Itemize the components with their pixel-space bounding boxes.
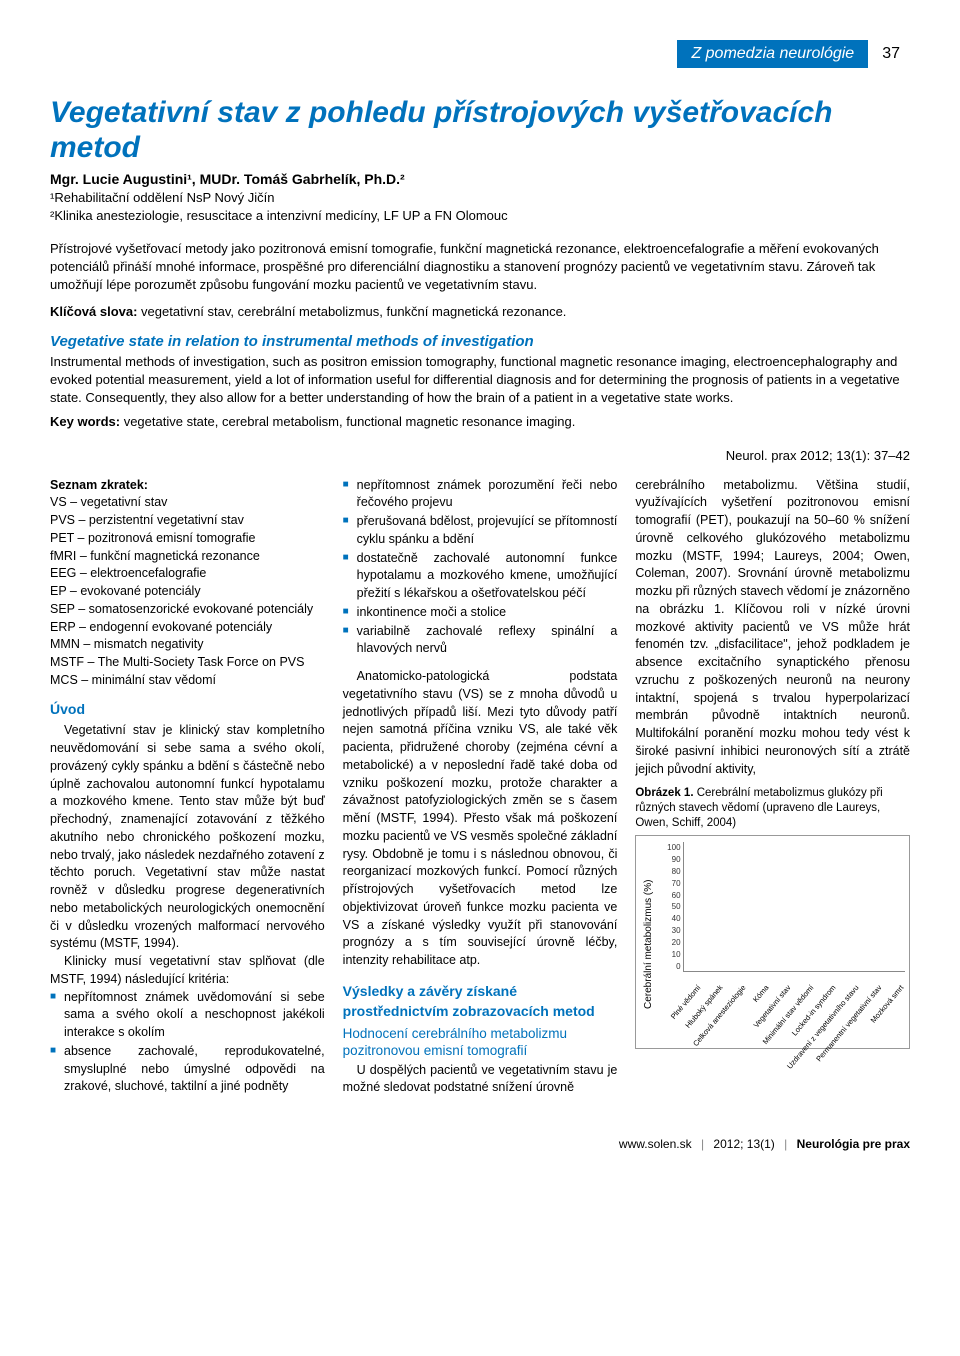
abbrev-line: ERP – endogenní evokované potenciály — [50, 619, 325, 637]
section-label: Z pomedzia neurológie — [677, 40, 868, 68]
ytick: 100 — [659, 842, 681, 853]
ytick: 70 — [659, 878, 681, 889]
footer-journal: Neurológia pre prax — [797, 1137, 910, 1151]
ytick: 50 — [659, 901, 681, 912]
header-band: Z pomedzia neurológie 37 — [50, 40, 910, 68]
abbrev-line: MCS – minimální stav vědomí — [50, 672, 325, 690]
list-item: nepřítomnost známek porozumění řeči nebo… — [343, 477, 618, 513]
abbrev-title: Seznam zkratek: — [50, 478, 148, 492]
chart-xaxis: Plné vědomíHluboký spánekCelková anestez… — [659, 976, 905, 1046]
separator-icon: | — [701, 1137, 704, 1151]
article-title-en: Vegetative state in relation to instrume… — [50, 333, 910, 350]
chart-yaxis: 1009080706050403020100 — [659, 842, 681, 972]
body-columns: Seznam zkratek: VS – vegetativní stavPVS… — [50, 477, 910, 1098]
footer-issue: 2012; 13(1) — [713, 1137, 774, 1151]
abstract-en: Instrumental methods of investigation, s… — [50, 353, 910, 408]
abbrev-line: EP – evokované potenciály — [50, 583, 325, 601]
citation: Neurol. prax 2012; 13(1): 37–42 — [50, 448, 910, 463]
keywords-cz-label: Klíčová slova: — [50, 304, 137, 319]
intro-para-1: Vegetativní stav je klinický stav komple… — [50, 722, 325, 953]
column-3: cerebrálního metabolizmu. Většina studií… — [635, 477, 910, 1098]
chart-container: Cerebrální metabolizmus (%) 100908070605… — [635, 835, 910, 1049]
ytick: 0 — [659, 961, 681, 972]
heading-intro: Úvod — [50, 700, 325, 720]
ytick: 40 — [659, 913, 681, 924]
list-item: inkontinence moči a stolice — [343, 604, 618, 622]
chart-bars — [683, 842, 905, 972]
heading-results: Výsledky a závěry získané prostřednictví… — [343, 982, 618, 1022]
abstract-cz: Přístrojové vyšetřovací metody jako pozi… — [50, 240, 910, 295]
figure-1: Obrázek 1. Cerebrální metabolizmus glukó… — [635, 786, 910, 1049]
list-item: přerušovaná bdělost, projevující se přít… — [343, 513, 618, 549]
keywords-cz: Klíčová slova: vegetativní stav, cerebrá… — [50, 303, 910, 321]
column-1: Seznam zkratek: VS – vegetativní stavPVS… — [50, 477, 325, 1098]
intro-criteria-list: nepřítomnost známek uvědomování si sebe … — [50, 989, 325, 1097]
ytick: 60 — [659, 890, 681, 901]
figure-label: Obrázek 1. — [635, 787, 693, 799]
abbrev-line: PET – pozitronová emisní tomografie — [50, 530, 325, 548]
subheading-pet: Hodnocení cerebrálního metabolizmu pozit… — [343, 1025, 618, 1060]
page-number: 37 — [872, 40, 910, 68]
ytick: 90 — [659, 854, 681, 865]
chart-ylabel: Cerebrální metabolizmus (%) — [640, 842, 658, 1046]
abbrev-line: EEG – elektroencefalografie — [50, 565, 325, 583]
abbrev-line: PVS – perzistentní vegetativní stav — [50, 512, 325, 530]
keywords-en-label: Key words: — [50, 414, 120, 429]
footer: www.solen.sk | 2012; 13(1) | Neurológia … — [50, 1137, 910, 1151]
authors: Mgr. Lucie Augustini¹, MUDr. Tomáš Gabrh… — [50, 171, 910, 187]
list-item: dostatečně zachovalé autonomní funkce hy… — [343, 550, 618, 603]
chart-plot: 1009080706050403020100 — [659, 842, 905, 972]
abbrev-line: VS – vegetativní stav — [50, 494, 325, 512]
article-title: Vegetativní stav z pohledu přístrojových… — [50, 96, 910, 165]
keywords-cz-text: vegetativní stav, cerebrální metabolizmu… — [137, 304, 566, 319]
abbrev-line: MMN – mismatch negativity — [50, 636, 325, 654]
list-item: absence zachovalé, reprodukovatelné, smy… — [50, 1043, 325, 1096]
col2-pet-para: U dospělých pacientů ve vegetativním sta… — [343, 1062, 618, 1098]
ytick: 30 — [659, 925, 681, 936]
abbrev-line: fMRI – funkční magnetická rezonance — [50, 548, 325, 566]
abbrev-line: SEP – somatosenzorické evokované potenci… — [50, 601, 325, 619]
abbrev-block: Seznam zkratek: VS – vegetativní stavPVS… — [50, 477, 325, 690]
keywords-en-text: vegetative state, cerebral metabolism, f… — [120, 414, 575, 429]
col2-para: Anatomicko-patologická podstata vegetati… — [343, 668, 618, 970]
footer-site: www.solen.sk — [619, 1137, 692, 1151]
list-item: variabilně zachovalé reflexy spinální a … — [343, 623, 618, 659]
col3-para: cerebrálního metabolizmu. Většina studií… — [635, 477, 910, 779]
affiliations: ¹Rehabilitační oddělení NsP Nový Jičín ²… — [50, 189, 910, 224]
ytick: 80 — [659, 866, 681, 877]
separator-icon: | — [784, 1137, 787, 1151]
intro-para-2: Klinicky musí vegetativní stav splňovat … — [50, 953, 325, 989]
abbrev-line: MSTF – The Multi-Society Task Force on P… — [50, 654, 325, 672]
ytick: 10 — [659, 949, 681, 960]
ytick: 20 — [659, 937, 681, 948]
list-item: nepřítomnost známek uvědomování si sebe … — [50, 989, 325, 1042]
keywords-en: Key words: vegetative state, cerebral me… — [50, 413, 910, 431]
affiliation-2: ²Klinika anesteziologie, resuscitace a i… — [50, 208, 508, 223]
figure-caption: Obrázek 1. Cerebrální metabolizmus glukó… — [635, 786, 910, 831]
affiliation-1: ¹Rehabilitační oddělení NsP Nový Jičín — [50, 190, 275, 205]
column-2: nepřítomnost známek porozumění řeči nebo… — [343, 477, 618, 1098]
criteria-list-cont: nepřítomnost známek porozumění řeči nebo… — [343, 477, 618, 659]
